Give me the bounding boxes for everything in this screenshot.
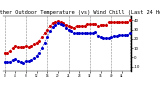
Title: Milwaukee Weather Outdoor Temperature (vs) Wind Chill (Last 24 Hours): Milwaukee Weather Outdoor Temperature (v…: [0, 10, 160, 15]
